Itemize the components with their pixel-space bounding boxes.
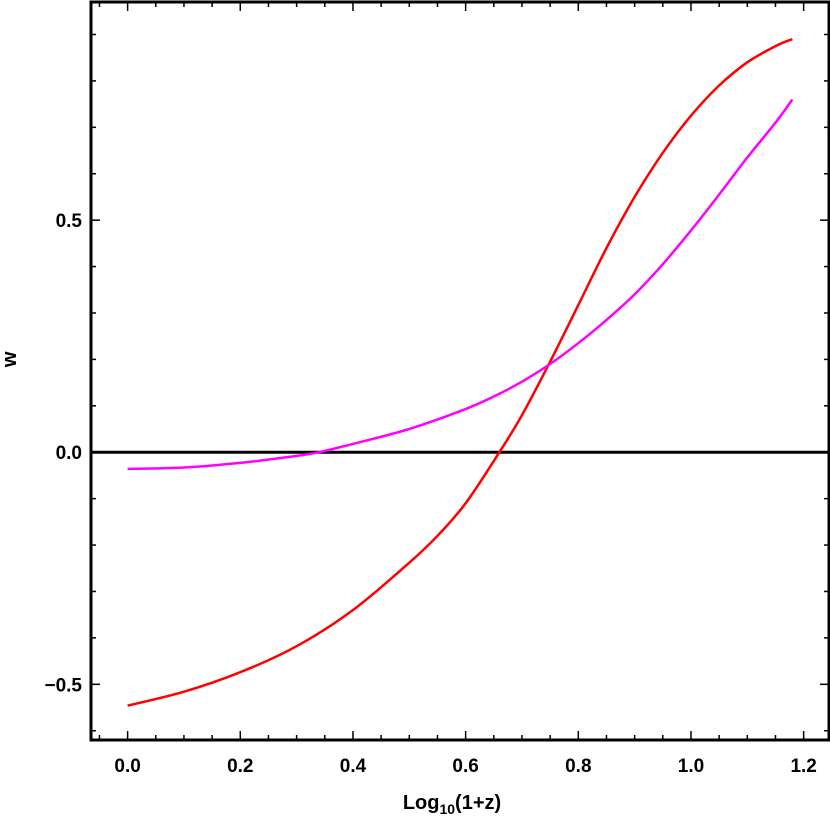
plot-frame: [89, 0, 830, 742]
x-tick-label: 0.0: [114, 756, 140, 777]
x-tick-label: 1.0: [678, 756, 704, 777]
x-tick-label: 0.4: [340, 756, 367, 777]
y-tick-label: 0.5: [56, 211, 83, 232]
x-tick-label: 0.2: [227, 756, 253, 777]
x-axis-label-suffix: (1+z): [455, 792, 501, 814]
x-tick-label: 0.6: [452, 756, 478, 777]
x-axis-label-prefix: Log: [403, 792, 440, 814]
x-axis-label: Log10(1+z): [403, 792, 501, 816]
y-axis-label: w: [0, 351, 21, 368]
y-tick-label: 0.0: [56, 443, 82, 464]
x-axis-label-subscript: 10: [439, 801, 455, 816]
x-tick-label: 1.2: [790, 756, 816, 777]
series-line-1: [127, 37, 793, 707]
y-tick-label: −0.5: [44, 675, 82, 696]
x-tick-label: 0.8: [565, 756, 591, 777]
series-line-2: [127, 98, 794, 471]
